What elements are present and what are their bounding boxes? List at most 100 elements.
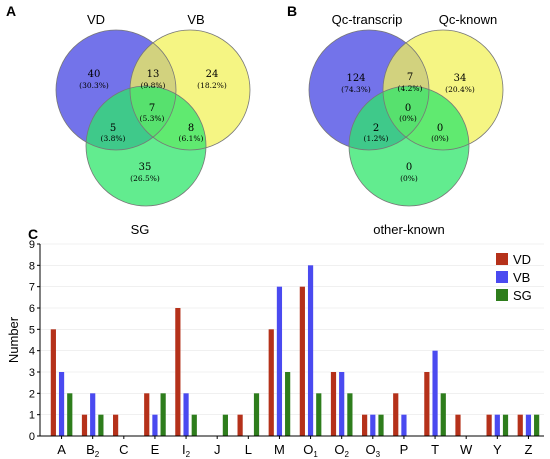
y-tick-label: 6: [29, 303, 35, 315]
bar-vd-m: [268, 329, 274, 436]
venn-a-set-3-outline: [85, 85, 207, 207]
x-tick-label: A: [57, 442, 66, 457]
legend-swatch-vb: [496, 271, 508, 283]
legend-swatch-sg: [496, 289, 508, 301]
x-axis-categories: A B2 C E I2 J L M O1 O2 O3 P T W Y Z: [57, 436, 532, 459]
x-tick-label: O3: [366, 442, 381, 459]
x-tick-label: C: [119, 442, 128, 457]
bar-sg-l: [253, 393, 260, 436]
y-tick-label: 4: [29, 346, 35, 358]
venn-panel-b: B Qc-transcrip Qc-known other-known 124 …: [287, 3, 504, 237]
bar-sg-e: [160, 393, 166, 436]
x-tick-label: J: [214, 442, 221, 457]
bar-sg-y: [502, 414, 509, 436]
bar-sg-o3: [378, 414, 384, 436]
bar-vd-c: [113, 414, 119, 436]
venn-b-region-4-pct: (0%): [399, 114, 417, 123]
legend-swatch-vd: [496, 253, 508, 265]
y-axis-ticks: 0 1 2 3 4 5 6 7 8 9: [29, 239, 40, 443]
venn-a-set-2-outline: [129, 29, 251, 151]
bar-sg-i2: [191, 414, 197, 436]
bar-sg-o1: [316, 393, 322, 436]
venn-a-region-3-pct: (18.2%): [197, 81, 227, 90]
venn-b-region-5-count: 2: [373, 123, 379, 134]
venn-b-region-3-count: 34: [454, 73, 467, 84]
legend-label-vb: VB: [513, 270, 530, 285]
venn-a-set-1-label: VD: [87, 12, 105, 27]
bar-vd-p: [393, 393, 399, 436]
legend: VD VB SG: [496, 252, 532, 303]
venn-b-region-2-pct: (4.2%): [398, 84, 423, 93]
bar-vb-z: [525, 414, 532, 436]
bar-vd-t: [424, 372, 430, 436]
x-tick-label: O1: [303, 442, 318, 459]
venn-b-set-1-label: Qc-transcrip: [332, 12, 403, 27]
x-tick-label: E: [151, 442, 160, 457]
x-tick-label: M: [274, 442, 285, 457]
venn-b-region-1-count: 124: [346, 73, 365, 84]
venn-a-set-2-label: VB: [187, 12, 204, 27]
bar-vb-a: [58, 372, 65, 436]
bar-vb-i2: [183, 393, 189, 436]
bar-series: [50, 265, 540, 436]
bar-vd-z: [517, 414, 523, 436]
x-tick-label: W: [460, 442, 473, 457]
bar-vd-o3: [362, 414, 368, 436]
venn-b-set-3-label: other-known: [373, 222, 445, 237]
y-tick-label: 2: [29, 388, 35, 400]
bar-vd-i2: [175, 308, 181, 436]
y-tick-label: 9: [29, 239, 35, 251]
venn-a-region-2-count: 13: [147, 69, 160, 80]
venn-b-region-7-count: 0: [406, 162, 412, 173]
venn-a-set-3-circle: [86, 86, 206, 206]
venn-b-set-1-outline: [308, 29, 430, 151]
venn-a-region-5-pct: (3.8%): [101, 134, 126, 143]
venn-b-set-3-outline: [348, 85, 470, 207]
venn-b-set-3-circle: [349, 86, 469, 206]
gridlines: [40, 243, 544, 415]
venn-b-set-2-label: Qc-known: [439, 12, 498, 27]
y-tick-label: 7: [29, 282, 35, 294]
bar-vd-b2: [81, 414, 88, 436]
y-tick-label: 8: [29, 260, 35, 272]
venn-a-region-4-pct: (5.3%): [140, 114, 165, 123]
venn-b-region-3-pct: (20.4%): [445, 85, 475, 94]
bar-vd-o1: [299, 286, 305, 436]
bar-vd-w: [455, 414, 461, 436]
venn-b-region-4-count: 0: [405, 103, 411, 114]
bar-vb-m: [276, 286, 283, 436]
bar-sg-m: [285, 372, 291, 436]
bar-sg-z: [534, 414, 540, 436]
venn-a-set-1-outline: [55, 29, 177, 151]
bar-vb-p: [401, 414, 407, 436]
bar-sg-a: [67, 393, 73, 436]
x-tick-label: P: [400, 442, 409, 457]
x-tick-label: B2: [86, 442, 100, 459]
venn-a-region-6-pct: (6.1%): [179, 134, 204, 143]
bar-vd-y: [486, 414, 492, 436]
y-tick-label: 1: [29, 410, 35, 422]
venn-b-region-6-count: 0: [437, 123, 443, 134]
x-tick-label: Y: [493, 442, 502, 457]
panel-letter-c: C: [28, 226, 38, 242]
y-axis-title: Number: [6, 316, 21, 363]
x-tick-label: Z: [524, 442, 532, 457]
bar-vb-e: [152, 414, 158, 436]
bar-sg-t: [440, 393, 446, 436]
bar-vb-o3: [370, 414, 376, 436]
venn-a-region-5-count: 5: [110, 123, 116, 134]
venn-panel-a: A VD VB SG 40 (30.3%) 13 (9.8%) 24 (18.2…: [6, 3, 251, 237]
panel-letter-a: A: [6, 3, 16, 19]
x-tick-label: T: [431, 442, 439, 457]
bar-vb-t: [432, 350, 438, 436]
venn-a-region-7-count: 35: [139, 162, 152, 173]
venn-b-set-2-outline: [382, 29, 504, 151]
venn-a-region-4-count: 7: [149, 103, 155, 114]
bar-vd-e: [144, 393, 150, 436]
bar-sg-b2: [98, 414, 104, 436]
venn-a-set-3-label: SG: [131, 222, 150, 237]
venn-b-region-6-pct: (0%): [431, 134, 449, 143]
venn-a-region-2-pct: (9.8%): [141, 81, 166, 90]
bar-vd-l: [237, 414, 243, 436]
